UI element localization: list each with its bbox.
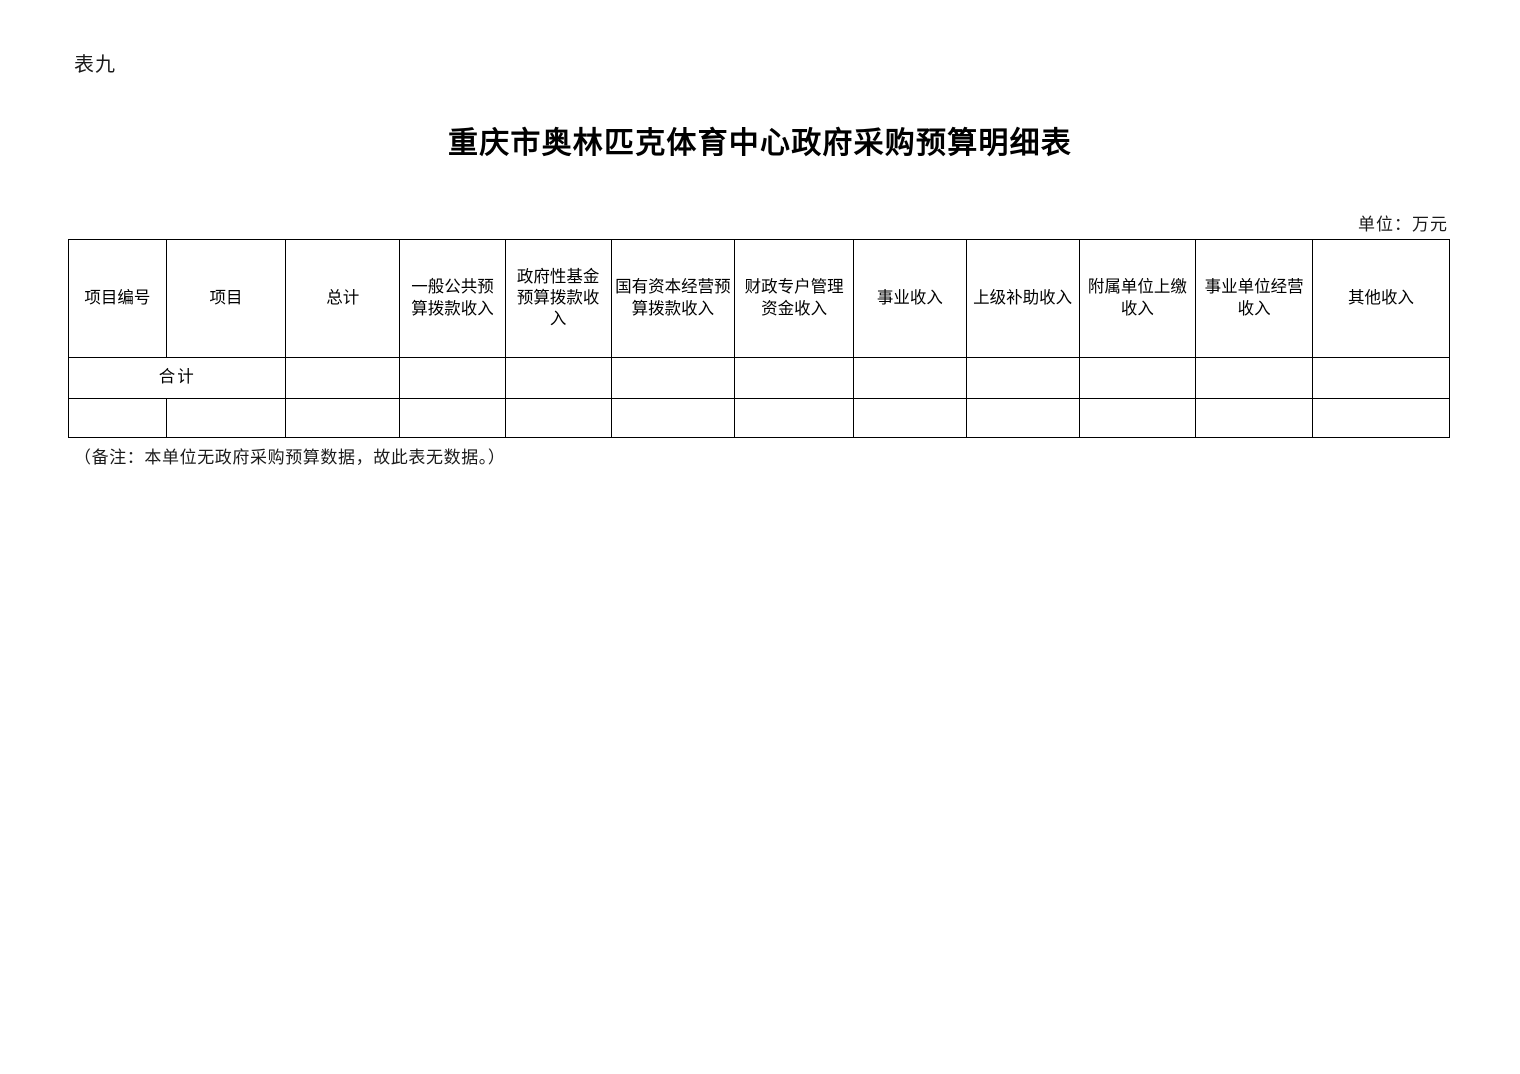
total-cell-total xyxy=(285,357,401,399)
data-cell-project-code xyxy=(68,398,167,438)
sheet-label: 表九 xyxy=(74,52,116,76)
data-cell-total xyxy=(285,398,401,438)
column-header-total: 总计 xyxy=(285,239,401,358)
column-header-gov-fund-budget: 政府性基金预算拨款收入 xyxy=(504,239,612,358)
data-cell-state-capital-budget xyxy=(610,398,736,438)
column-header-fiscal-account-funds: 财政专户管理资金收入 xyxy=(734,239,855,358)
data-cell-subordinate-remittance xyxy=(1078,398,1197,438)
column-header-subordinate-remittance: 附属单位上缴收入 xyxy=(1078,239,1197,358)
procurement-budget-table: 项目编号 项目 总计 一般公共预算拨款收入 政府性基金预算拨款收入 国有资本经营… xyxy=(67,239,1450,438)
total-cell-superior-subsidy xyxy=(965,357,1080,399)
budget-table-container: 项目编号 项目 总计 一般公共预算拨款收入 政府性基金预算拨款收入 国有资本经营… xyxy=(67,239,1450,438)
total-cell-state-capital-budget xyxy=(610,357,736,399)
total-cell-operating-income xyxy=(853,357,967,399)
column-header-business-unit-operating: 事业单位经营收入 xyxy=(1195,239,1314,358)
data-cell-general-public-budget xyxy=(399,398,506,438)
total-cell-other-income xyxy=(1312,357,1450,399)
data-cell-fiscal-account-funds xyxy=(734,398,855,438)
data-cell-operating-income xyxy=(853,398,967,438)
total-cell-general-public-budget xyxy=(399,357,506,399)
data-cell-superior-subsidy xyxy=(965,398,1080,438)
column-header-project: 项目 xyxy=(165,239,287,358)
column-header-operating-income: 事业收入 xyxy=(853,239,967,358)
column-header-project-code: 项目编号 xyxy=(68,239,167,358)
data-cell-gov-fund-budget xyxy=(504,398,612,438)
footnote-remark: （备注：本单位无政府采购预算数据，故此表无数据。） xyxy=(74,448,506,468)
table-row xyxy=(68,398,1450,438)
total-row-label: 合计 xyxy=(67,357,287,399)
total-cell-subordinate-remittance xyxy=(1078,357,1197,399)
data-cell-business-unit-operating xyxy=(1195,398,1314,438)
unit-label: 单位：万元 xyxy=(1358,215,1448,235)
column-header-superior-subsidy: 上级补助收入 xyxy=(965,239,1080,358)
column-header-state-capital-budget: 国有资本经营预算拨款收入 xyxy=(610,239,736,358)
data-cell-other-income xyxy=(1312,398,1450,438)
total-cell-business-unit-operating xyxy=(1195,357,1314,399)
data-cell-project xyxy=(165,398,287,438)
column-header-other-income: 其他收入 xyxy=(1312,239,1450,358)
page-title: 重庆市奥林匹克体育中心政府采购预算明细表 xyxy=(448,127,1072,160)
total-cell-fiscal-account-funds xyxy=(734,357,855,399)
table-row-total: 合计 xyxy=(67,357,1450,399)
total-cell-gov-fund-budget xyxy=(504,357,612,399)
table-header-row: 项目编号 项目 总计 一般公共预算拨款收入 政府性基金预算拨款收入 国有资本经营… xyxy=(68,239,1450,358)
column-header-general-public-budget: 一般公共预算拨款收入 xyxy=(399,239,506,358)
